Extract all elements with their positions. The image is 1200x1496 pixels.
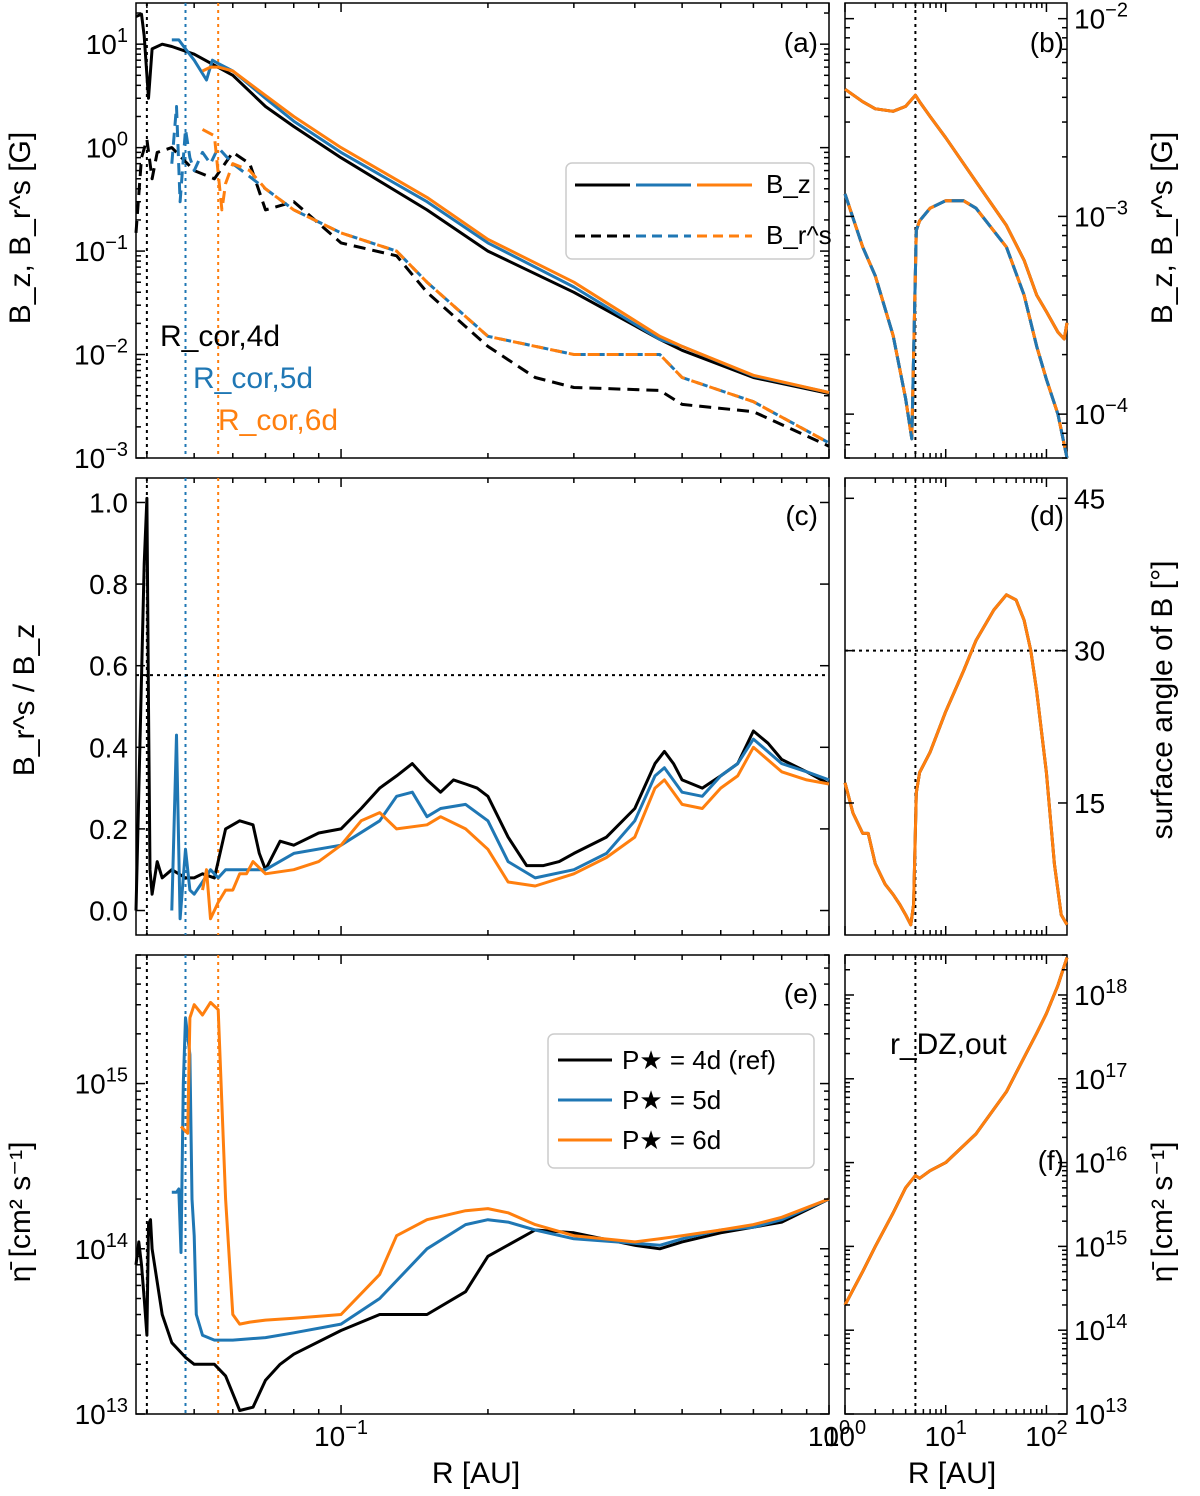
y-tick-label-c: 0.2 <box>89 814 128 845</box>
series-d <box>843 593 1069 927</box>
y-tick-label-f: 1015 <box>1074 1227 1127 1262</box>
y-tick-label-d: 45 <box>1074 483 1105 514</box>
series-e-1 <box>171 1016 830 1342</box>
annotation-rcor-6d: R_cor,6d <box>218 404 338 437</box>
x-axis-label-left: R [AU] <box>432 1457 520 1490</box>
y-tick-label-a: 10−3 <box>74 439 128 474</box>
x-tick-label-right: 100 <box>824 1417 866 1452</box>
series-b-br <box>843 193 1069 459</box>
y-axis-label-d: surface angle of B [°] <box>1146 561 1179 840</box>
y-tick-label-c: 0.6 <box>89 651 128 682</box>
y-axis-label-e: η̄ [cm² s⁻¹] <box>4 1142 37 1283</box>
series-a-br-0 <box>134 137 830 448</box>
panel-f-frame <box>844 954 1068 1415</box>
panel-d-frame <box>844 477 1068 936</box>
y-tick-label-f: 1018 <box>1074 976 1127 1011</box>
panel-b-frame <box>844 2 1068 459</box>
panel-label-b: (b) <box>1030 27 1064 58</box>
series-f-4d <box>843 957 1069 1306</box>
series-a-br-2 <box>201 128 830 445</box>
y-tick-label-f: 1017 <box>1074 1060 1127 1095</box>
y-tick-label-b: 10−3 <box>1074 197 1128 232</box>
y-tick-label-c: 0.4 <box>89 732 128 763</box>
series-b-bz <box>844 87 1069 341</box>
annotation-rcor-5d: R_cor,5d <box>193 362 313 395</box>
annotation-rcor-4d: R_cor,4d <box>160 320 280 353</box>
panel-label-f: (f) <box>1038 1145 1064 1176</box>
legend-e-box <box>547 1033 815 1169</box>
y-axis-label-b: B_z, B_r^s [G] <box>1146 132 1179 324</box>
legend-a-br-label: B_r^s <box>766 220 832 250</box>
series-a-bz-2 <box>201 65 830 394</box>
x-tick-label-right: 102 <box>1025 1417 1067 1452</box>
y-tick-label-b: 10−4 <box>1074 395 1128 430</box>
y-tick-label-f: 1014 <box>1074 1311 1127 1346</box>
series-c-0 <box>134 496 830 911</box>
y-tick-label-d: 15 <box>1074 788 1105 819</box>
y-axis-label-c: B_r^s / B_z <box>8 624 41 776</box>
x-axis-label-right: R [AU] <box>908 1457 996 1490</box>
legend-e-p6-label: P★ = 6d <box>622 1125 721 1155</box>
y-tick-label-a: 10−2 <box>74 336 128 371</box>
y-tick-label-e: 1015 <box>75 1065 128 1100</box>
x-tick-label-left: 10−1 <box>314 1417 368 1452</box>
series-b-br-4d <box>843 193 1069 459</box>
legend-a: B_z B_r^s <box>565 162 832 260</box>
y-tick-label-a: 101 <box>86 25 128 60</box>
y-tick-label-b: 10−2 <box>1074 0 1128 35</box>
panel-label-c: (c) <box>785 500 818 531</box>
legend-e-p5-label: P★ = 5d <box>622 1085 721 1115</box>
series-d-4d <box>843 593 1069 927</box>
series-f <box>843 957 1069 1306</box>
y-tick-label-a: 100 <box>86 129 128 164</box>
panel-c-frame <box>135 477 830 936</box>
panel-label-d: (d) <box>1030 500 1064 531</box>
legend-e: P★ = 4d (ref) P★ = 5d P★ = 6d <box>547 1033 815 1169</box>
y-tick-label-c: 1.0 <box>89 487 128 518</box>
y-tick-label-a: 10−1 <box>74 232 128 267</box>
y-tick-label-f: 1016 <box>1074 1144 1127 1179</box>
series-b-br-5d <box>843 193 1069 459</box>
legend-a-bz-label: B_z <box>766 169 811 199</box>
y-tick-label-c: 0.0 <box>89 896 128 927</box>
panel-label-e: (e) <box>784 978 818 1009</box>
series-c-2 <box>201 745 830 921</box>
panel-e-frame <box>135 954 830 1415</box>
y-axis-label-a: B_z, B_r^s [G] <box>4 132 37 324</box>
series-e-0 <box>134 1197 830 1412</box>
panel-frames <box>135 2 1068 1415</box>
y-tick-label-e: 1013 <box>75 1395 128 1430</box>
axis-ticks: 101 100 10−1 10−2 10−3 10−2 10−3 10−4 1.0 0.8 0.6 0… <box>74 0 1128 1452</box>
series-c-1 <box>170 733 830 921</box>
annotation-rdz-out: r_DZ,out <box>890 1028 1007 1061</box>
y-tick-label-f: 1013 <box>1074 1395 1127 1430</box>
data-series <box>134 12 1069 1412</box>
y-tick-label-e: 1014 <box>75 1230 128 1265</box>
x-tick-label-right: 101 <box>925 1417 967 1452</box>
y-tick-label-d: 30 <box>1074 636 1105 667</box>
y-tick-label-c: 0.8 <box>89 569 128 600</box>
panel-label-a: (a) <box>784 27 818 58</box>
series-b-bz-4d <box>844 87 1069 341</box>
series-e-2 <box>179 1000 830 1326</box>
x-tick-label-left: 100 <box>808 1417 850 1452</box>
series-a-bz-1 <box>171 38 830 394</box>
legend-e-p4-label: P★ = 4d (ref) <box>622 1045 776 1075</box>
y-axis-label-f: η̄ [cm² s⁻¹] <box>1146 1142 1179 1283</box>
